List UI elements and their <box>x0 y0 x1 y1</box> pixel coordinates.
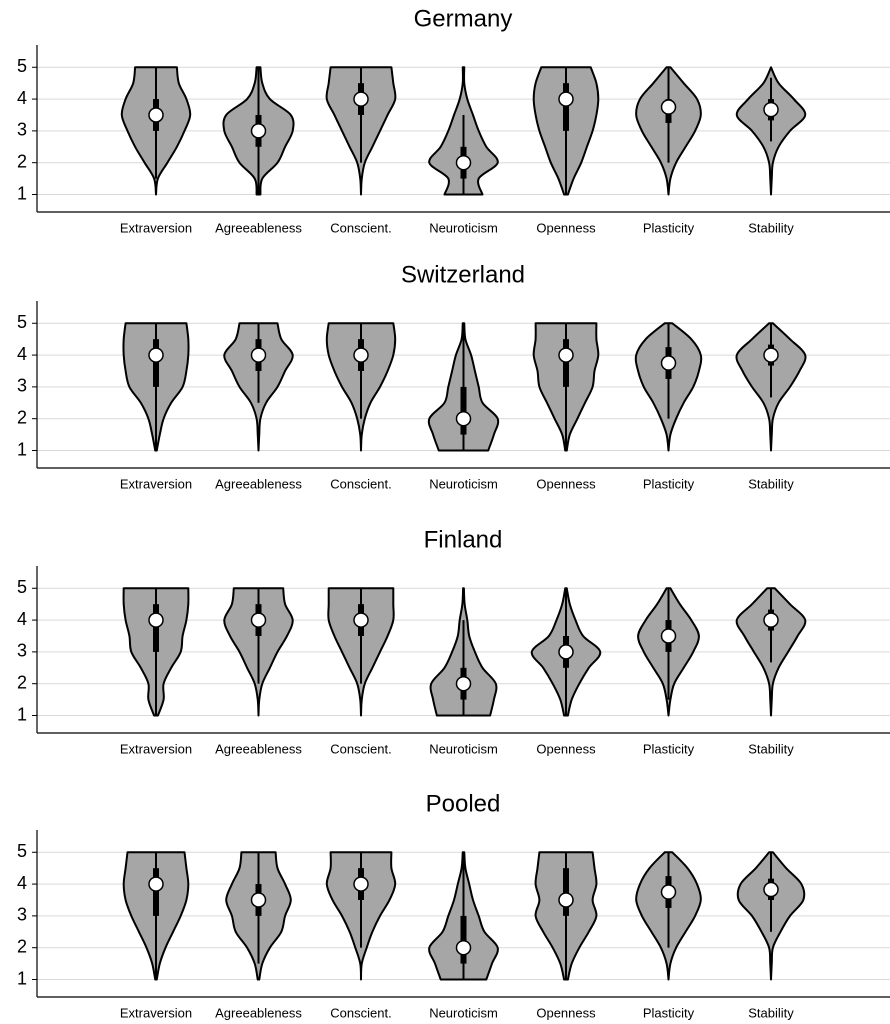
chart-title: Pooled <box>426 790 501 817</box>
chart-title: Finland <box>424 526 503 553</box>
median <box>660 99 677 115</box>
x-tick-label: Neuroticism <box>429 220 498 235</box>
median <box>455 154 472 171</box>
median <box>455 675 472 692</box>
median <box>148 612 164 628</box>
x-tick-label: Openness <box>536 220 596 235</box>
median <box>148 876 164 892</box>
x-tick-label: Stability <box>748 220 794 235</box>
y-tick-label: 2 <box>17 407 27 427</box>
median <box>353 612 369 628</box>
chart-title: Germany <box>414 5 513 32</box>
y-tick-label: 4 <box>17 873 27 893</box>
x-tick-label: Conscient. <box>330 741 391 756</box>
y-tick-label: 4 <box>17 88 27 108</box>
median <box>250 347 267 363</box>
x-tick-label: Neuroticism <box>429 741 498 756</box>
median <box>763 881 779 898</box>
x-tick-label: Neuroticism <box>429 476 498 491</box>
y-tick-label: 5 <box>17 312 27 332</box>
x-tick-label: Extraversion <box>120 220 192 235</box>
median <box>353 876 369 892</box>
x-tick-label: Plasticity <box>643 220 695 235</box>
median <box>148 347 164 363</box>
y-tick-label: 4 <box>17 609 27 629</box>
x-tick-label: Neuroticism <box>429 1005 498 1020</box>
y-tick-label: 1 <box>17 183 27 203</box>
median <box>353 91 369 107</box>
x-tick-label: Extraversion <box>120 741 192 756</box>
median <box>660 628 677 644</box>
x-tick-label: Extraversion <box>120 1005 192 1020</box>
x-tick-label: Stability <box>748 1005 794 1020</box>
median <box>660 355 677 371</box>
x-tick-label: Conscient. <box>330 1005 391 1020</box>
median <box>763 347 779 363</box>
median <box>558 91 574 107</box>
y-tick-label: 3 <box>17 641 27 661</box>
median <box>558 892 574 908</box>
y-tick-label: 5 <box>17 841 27 861</box>
x-tick-label: Plasticity <box>643 741 695 756</box>
median <box>148 107 164 123</box>
iqr-box <box>563 868 569 916</box>
x-tick-label: Openness <box>536 741 596 756</box>
median <box>763 101 779 118</box>
x-tick-label: Conscient. <box>330 220 391 235</box>
iqr-box <box>460 386 467 435</box>
x-tick-label: Plasticity <box>643 1005 695 1020</box>
iqr-box <box>153 604 159 652</box>
x-tick-label: Agreeableness <box>215 1005 302 1020</box>
y-tick-label: 3 <box>17 120 27 140</box>
iqr-box <box>153 868 159 916</box>
y-tick-label: 4 <box>17 344 27 364</box>
x-tick-label: Stability <box>748 741 794 756</box>
iqr-box <box>563 339 569 387</box>
median <box>250 612 267 628</box>
y-tick-label: 3 <box>17 905 27 925</box>
chart-title: Switzerland <box>401 261 525 288</box>
median <box>558 347 574 363</box>
median <box>353 347 369 363</box>
x-tick-label: Openness <box>536 1005 596 1020</box>
x-tick-label: Agreeableness <box>215 741 302 756</box>
y-tick-label: 1 <box>17 968 27 988</box>
iqr-box <box>153 339 159 387</box>
x-tick-label: Openness <box>536 476 596 491</box>
iqr-box <box>460 915 467 964</box>
y-tick-label: 5 <box>17 56 27 76</box>
x-tick-label: Agreeableness <box>215 476 302 491</box>
x-tick-label: Agreeableness <box>215 220 302 235</box>
median <box>660 884 677 900</box>
x-tick-label: Plasticity <box>643 476 695 491</box>
median <box>558 644 574 660</box>
y-tick-label: 1 <box>17 439 27 459</box>
y-tick-label: 5 <box>17 577 27 597</box>
median <box>455 410 472 427</box>
y-tick-label: 3 <box>17 376 27 396</box>
median <box>250 892 267 908</box>
y-tick-label: 1 <box>17 704 27 724</box>
x-tick-label: Extraversion <box>120 476 192 491</box>
median <box>250 123 267 139</box>
median <box>763 612 779 628</box>
y-tick-label: 2 <box>17 936 27 956</box>
y-tick-label: 2 <box>17 151 27 171</box>
median <box>455 939 472 956</box>
iqr-box <box>563 83 569 131</box>
x-tick-label: Stability <box>748 476 794 491</box>
x-tick-label: Conscient. <box>330 476 391 491</box>
y-tick-label: 2 <box>17 672 27 692</box>
